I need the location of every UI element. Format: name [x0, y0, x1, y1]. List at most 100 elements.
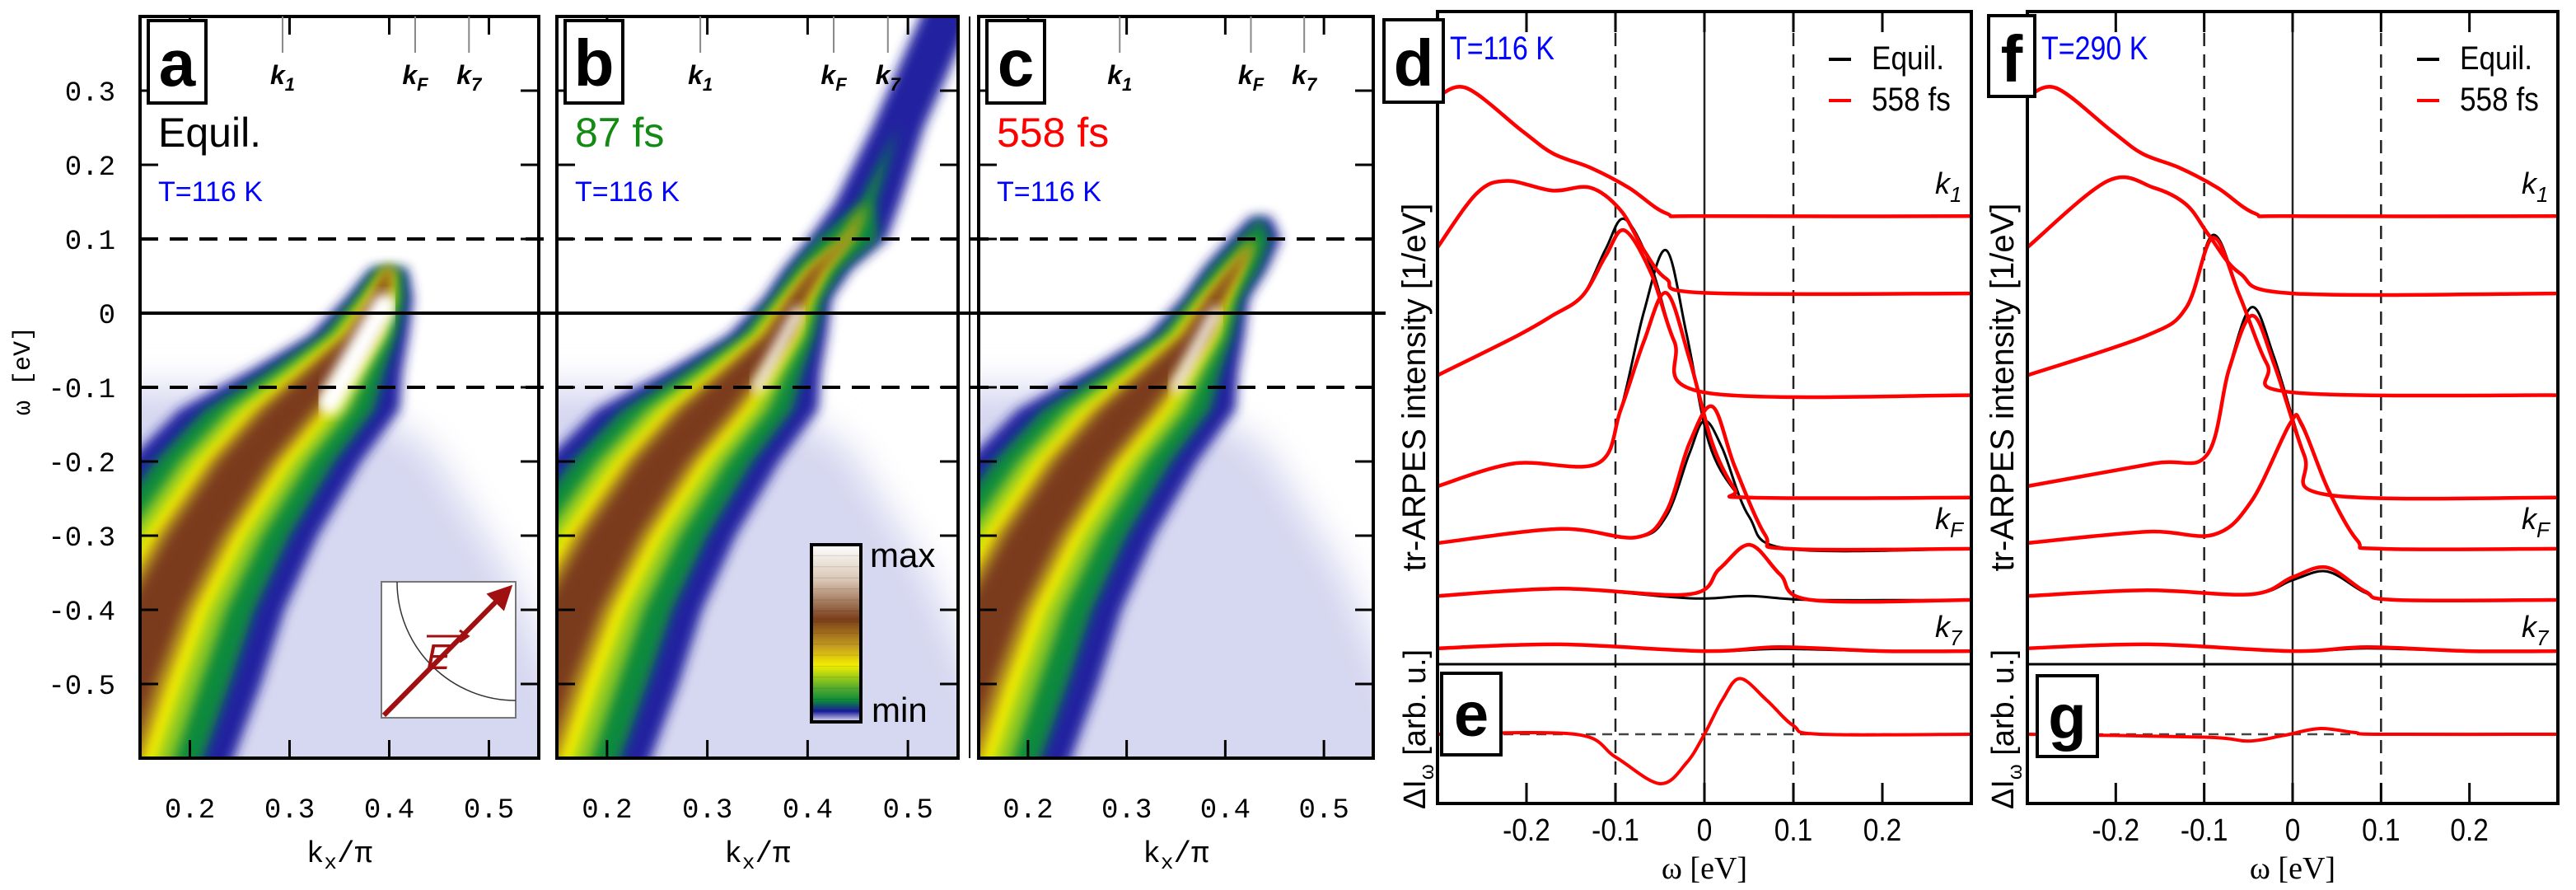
difference-y-axis-label: ΔIω [arb. u.]: [1986, 649, 2027, 809]
colorbar-min-label: min: [872, 691, 928, 729]
trace-558fs: [1437, 642, 1972, 653]
temperature-label: T=116 K: [997, 176, 1101, 208]
difference-curve: [1437, 677, 1972, 785]
panel-label: f: [2001, 22, 2023, 96]
x-axis-label: kx/π: [1143, 837, 1209, 875]
panel-label-box: [2036, 674, 2099, 758]
panel-label-box: [1987, 14, 2036, 98]
x-tick-label: 0.1: [2362, 813, 2400, 847]
legend-label: 558 fs: [1872, 81, 1951, 118]
panel-d: k1 kF k7 -0.2 -0.1 0 0.1 0.2 ω [eV] tr-ARPES inte…: [1382, 10, 1973, 886]
trace-558fs: [1437, 85, 1972, 218]
band-brown: [557, 16, 947, 728]
x-tick-label: 0.3: [264, 795, 315, 827]
k-marker-label-1: k1: [270, 60, 295, 95]
panel-label-box: [147, 19, 208, 105]
heatmap-a: [140, 269, 539, 758]
y-tick-label: -0.2: [48, 449, 115, 480]
trace-558fs: [1436, 179, 1972, 297]
legend-label: Equil.: [1872, 40, 1944, 77]
trace-label-k1: k1: [1935, 166, 1961, 207]
difference-y-axis-label: ΔIω [arb. u.]: [1398, 649, 1438, 809]
panel-label-box: [1440, 672, 1503, 756]
legend-label: Equil.: [2460, 40, 2532, 77]
k-marker-label-7: k7: [876, 60, 902, 95]
trace-558fs: [2026, 175, 2559, 297]
trace-label-kF: kF: [2522, 502, 2551, 542]
y-axis-label: tr-ARPES intensity [1/eV]: [1985, 204, 2021, 572]
trace-label-kF: kF: [1935, 502, 1965, 542]
trace-558fs: [2027, 236, 2559, 398]
trace-label-k1: k1: [2522, 166, 2548, 207]
difference-curve: [2027, 727, 2559, 743]
x-tick-label: 0.2: [1003, 795, 1053, 827]
y-axis-label: tr-ARPES intensity [1/eV]: [1396, 204, 1433, 572]
band-brown: [979, 217, 1261, 728]
y-tick-label: 0.3: [65, 78, 115, 110]
panel-a: 0.2 0.3 0.4 0.5 k1 kF k7 a Equil. T=116 K kx/π: [138, 15, 540, 875]
x-tick-label: 0: [2285, 813, 2301, 847]
panel-label: c: [998, 26, 1035, 100]
x-tick-label: 0.5: [883, 795, 933, 827]
x-tick-label: 0.2: [582, 795, 632, 827]
trace-558fs: [2027, 85, 2559, 218]
trace-558fs: [2027, 413, 2559, 551]
band-max-core: [1169, 307, 1223, 394]
temperature-label: T=116 K: [1450, 29, 1554, 66]
condition-label: 87 fs: [575, 110, 664, 156]
band-max-core: [750, 307, 805, 394]
panel-label-box: [1382, 18, 1445, 104]
y-tick-label: 0.2: [65, 152, 115, 184]
polarization-inset: E: [381, 581, 517, 719]
x-tick-label: 0.2: [2450, 813, 2488, 847]
trace-558fs: [2027, 564, 2559, 603]
trace-558fs: [1436, 228, 1972, 400]
panel-label: a: [159, 26, 196, 100]
x-tick-label: 0.2: [1863, 813, 1901, 847]
x-tick-label: -0.2: [1503, 813, 1550, 847]
trace-label-k7: k7: [1935, 610, 1963, 650]
y-tick-label: 0: [99, 301, 115, 332]
panel-label: d: [1394, 26, 1434, 100]
vector-arrow-icon: [427, 629, 470, 644]
x-tick-label: 0.4: [1200, 795, 1251, 827]
legend-label: 558 fs: [2460, 81, 2539, 118]
band-max-core: [316, 293, 397, 415]
field-vector-label: E: [426, 637, 451, 677]
y-tick-label: 0.1: [65, 227, 115, 258]
y-axis-label: ω [eV]: [10, 326, 38, 415]
k-marker-label-1: k1: [1107, 60, 1132, 95]
panel-label: b: [574, 26, 615, 100]
y-tick-label: -0.3: [48, 523, 115, 555]
x-tick-label: 0.4: [364, 795, 414, 827]
x-axis-label: ω [eV]: [1662, 851, 1747, 886]
temperature-label: T=116 K: [575, 176, 680, 208]
k-marker-label-7: k7: [456, 60, 483, 95]
trace-label-k7: k7: [2522, 610, 2550, 650]
panel-f: k1 kF k7 -0.2 -0.1 0 0.1 0.2 ω [eV] tr-ARPES inte…: [1985, 10, 2560, 886]
trace-558fs: [2027, 642, 2559, 653]
x-tick-label: 0.3: [682, 795, 732, 827]
x-tick-label: 0.3: [1101, 795, 1152, 827]
panel-b: 0.2 0.3 0.4 0.5 k1 kF k7 b 87 fs T=116 K kx/π: [555, 15, 960, 875]
temperature-label: T=116 K: [158, 176, 263, 208]
trace-558fs: [1437, 291, 1972, 500]
x-axis-label: ω [eV]: [2250, 851, 2335, 886]
x-axis-label: kx/π: [306, 837, 372, 875]
k-marker-label-F: kF: [402, 60, 428, 95]
heatmap-b: [557, 16, 958, 758]
x-tick-label: 0.4: [783, 795, 833, 827]
colorbar-max-label: max: [870, 536, 935, 574]
x-tick-label: 0.5: [1299, 795, 1349, 827]
k-marker-label-F: kF: [820, 60, 847, 95]
line-panels: k1 kF k7 -0.2 -0.1 0 0.1 0.2 ω [eV] tr-ARPES inte…: [1382, 10, 2560, 886]
colorbar: max min: [810, 536, 935, 729]
trace-558fs: [1437, 404, 1972, 552]
y-tick-label: -0.4: [48, 597, 115, 629]
panel-label-box: [985, 19, 1046, 105]
x-tick-label: -0.1: [2181, 813, 2228, 847]
x-axis-label: kx/π: [724, 837, 790, 875]
x-tick-label: 0.5: [464, 795, 514, 827]
condition-label: Equil.: [158, 110, 261, 156]
